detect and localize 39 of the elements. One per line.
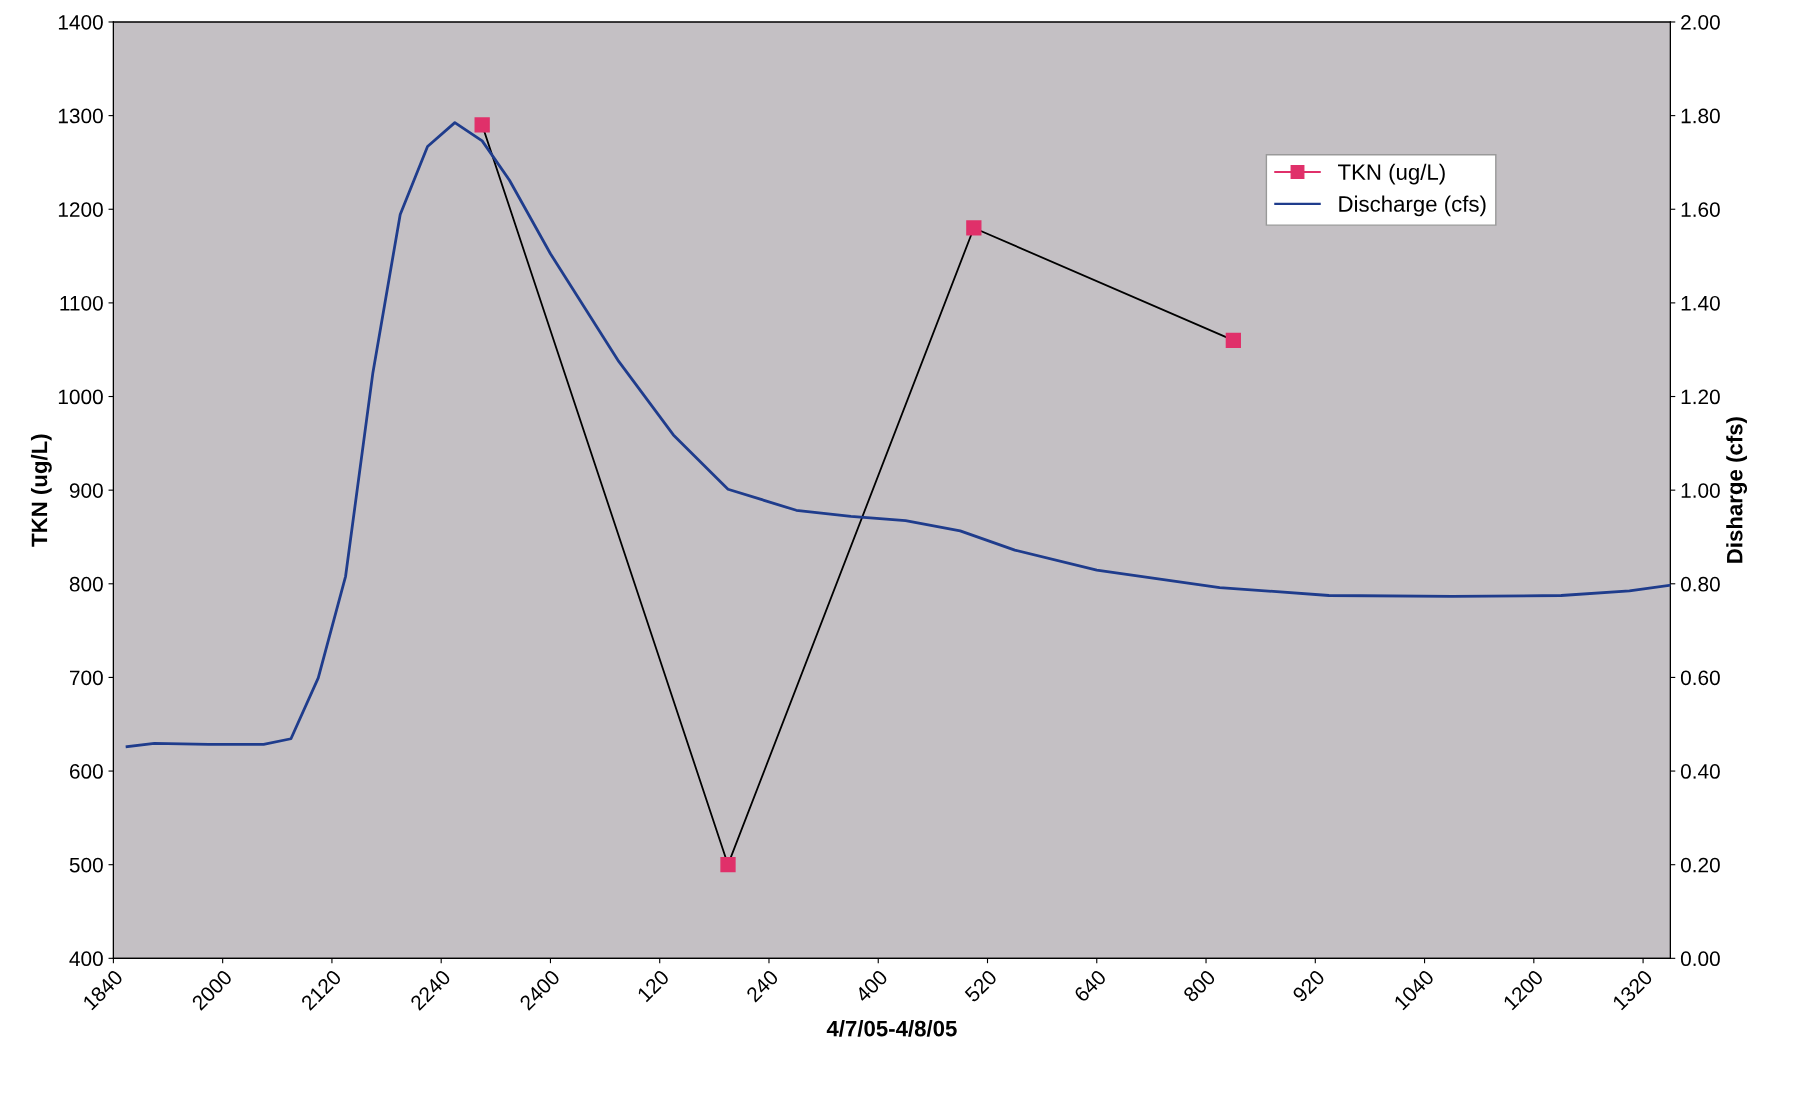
y2-tick-label: 2.00: [1681, 14, 1720, 30]
legend-label: TKN (ug/L): [1338, 163, 1445, 185]
y2-tick-label: 0.60: [1680, 670, 1720, 686]
y-tick-label: 1300: [58, 108, 103, 124]
point: [720, 857, 736, 873]
y-axis-title: TKN (ug/L): [30, 434, 52, 547]
y2-axis-title: Disharge (cfs): [1726, 417, 1748, 563]
y-tick-label: 700: [69, 670, 103, 686]
point: [474, 117, 490, 133]
x-tick-label: 400: [854, 969, 889, 1004]
y-tick-label: 800: [69, 576, 103, 592]
y2-tick-label: 0.40: [1680, 764, 1720, 779]
y-tick-label: 500: [69, 857, 103, 873]
y2-tick-label: 0.20: [1680, 857, 1720, 873]
y2-tick-label: 0.00: [1680, 951, 1720, 967]
x-tick-label: 640: [1073, 969, 1108, 1003]
x-tick-label: 800: [1182, 969, 1217, 1003]
y-tick-label: 400: [69, 951, 103, 967]
y-tick-label: 1000: [58, 389, 103, 405]
y2-tick-label: 1.60: [1681, 202, 1720, 217]
x-tick-label: 920: [1291, 969, 1326, 1003]
x-tick-label: 520: [963, 969, 998, 1003]
y2-tick-label: 1.00: [1681, 483, 1720, 498]
point: [1225, 332, 1241, 348]
y2-tick-label: 1.20: [1681, 389, 1720, 405]
y2-tick-label: 0.80: [1680, 576, 1720, 592]
y-tick-label: 900: [69, 483, 103, 498]
x-tick-label: 120: [636, 969, 670, 1003]
point: [966, 220, 982, 236]
y-tick-label: 600: [69, 764, 103, 779]
legend-label: Discharge (cfs): [1339, 195, 1486, 217]
y-tick-label: 1400: [58, 14, 103, 30]
y2-tick-label: 1.40: [1681, 295, 1720, 311]
y-tick-label: 1200: [58, 202, 103, 217]
y2-tick-label: 1.80: [1681, 108, 1720, 124]
x-tick-label: 240: [745, 969, 780, 1003]
x-axis-title: 4/7/05-4/8/05: [826, 1020, 957, 1037]
line-series: [125, 121, 1671, 749]
y-tick-label: 1100: [60, 295, 103, 311]
